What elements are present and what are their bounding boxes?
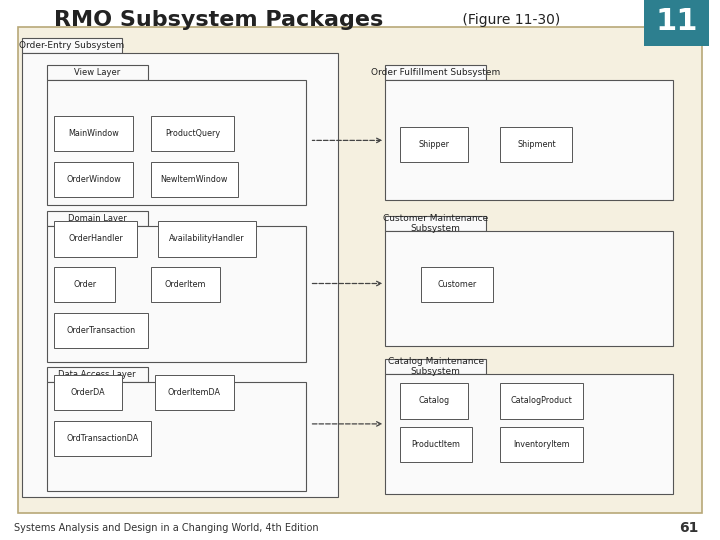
Bar bbox=[54, 313, 148, 348]
Text: Order Fulfillment Subsystem: Order Fulfillment Subsystem bbox=[371, 68, 500, 77]
Bar bbox=[54, 221, 137, 256]
Bar bbox=[158, 221, 256, 256]
Bar bbox=[155, 375, 234, 410]
Text: Systems Analysis and Design in a Changing World, 4th Edition: Systems Analysis and Design in a Changin… bbox=[14, 523, 319, 533]
Bar bbox=[54, 116, 133, 151]
Text: Shipper: Shipper bbox=[418, 140, 449, 149]
Text: RMO Subsystem Packages: RMO Subsystem Packages bbox=[54, 10, 383, 30]
Text: Customer Maintenance
Subsystem: Customer Maintenance Subsystem bbox=[383, 214, 488, 233]
Text: InventoryItem: InventoryItem bbox=[513, 440, 570, 449]
Text: OrderItemDA: OrderItemDA bbox=[168, 388, 221, 397]
Bar bbox=[500, 427, 583, 462]
Bar bbox=[22, 38, 122, 53]
Text: Data Access Layer: Data Access Layer bbox=[58, 370, 136, 379]
Bar bbox=[500, 383, 583, 418]
Bar bbox=[47, 211, 148, 226]
Text: Order: Order bbox=[73, 280, 96, 289]
Text: Catalog: Catalog bbox=[418, 396, 449, 406]
Bar bbox=[385, 231, 673, 346]
Bar bbox=[22, 53, 338, 497]
Bar bbox=[400, 427, 472, 462]
Bar bbox=[151, 162, 238, 197]
Bar bbox=[421, 267, 493, 302]
Text: Domain Layer: Domain Layer bbox=[68, 214, 127, 222]
Text: MainWindow: MainWindow bbox=[68, 129, 119, 138]
Bar bbox=[400, 127, 468, 162]
Text: Customer: Customer bbox=[438, 280, 477, 289]
Text: 61: 61 bbox=[679, 521, 698, 535]
Bar bbox=[400, 383, 468, 418]
Text: OrdTransactionDA: OrdTransactionDA bbox=[66, 434, 139, 443]
Bar bbox=[385, 374, 673, 494]
Bar bbox=[151, 267, 220, 302]
Text: OrderDA: OrderDA bbox=[71, 388, 106, 397]
Text: View Layer: View Layer bbox=[74, 68, 120, 77]
Bar bbox=[47, 65, 148, 80]
Text: Shipment: Shipment bbox=[517, 140, 556, 149]
Bar bbox=[385, 80, 673, 200]
Text: OrderItem: OrderItem bbox=[165, 280, 206, 289]
Bar bbox=[54, 375, 122, 410]
Bar bbox=[54, 267, 115, 302]
Bar bbox=[47, 367, 148, 382]
Bar bbox=[54, 162, 133, 197]
Bar bbox=[47, 80, 306, 205]
Text: OrderHandler: OrderHandler bbox=[68, 234, 123, 244]
Bar bbox=[385, 216, 486, 231]
Text: (Figure 11-30): (Figure 11-30) bbox=[458, 13, 560, 27]
Polygon shape bbox=[644, 0, 709, 46]
Text: Order-Entry Subsystem: Order-Entry Subsystem bbox=[19, 41, 125, 50]
Bar bbox=[385, 359, 486, 374]
Bar bbox=[54, 421, 151, 456]
Text: OrderWindow: OrderWindow bbox=[66, 175, 121, 184]
Bar bbox=[151, 116, 234, 151]
Bar bbox=[385, 65, 486, 80]
Text: ProductQuery: ProductQuery bbox=[165, 129, 220, 138]
Text: Catalog Maintenance
Subsystem: Catalog Maintenance Subsystem bbox=[387, 357, 484, 376]
Text: NewItemWindow: NewItemWindow bbox=[161, 175, 228, 184]
Bar bbox=[47, 382, 306, 491]
Text: ProductItem: ProductItem bbox=[411, 440, 460, 449]
Text: CatalogProduct: CatalogProduct bbox=[511, 396, 572, 406]
Text: OrderTransaction: OrderTransaction bbox=[66, 326, 135, 335]
Bar bbox=[47, 226, 306, 362]
Text: AvailabilityHandler: AvailabilityHandler bbox=[169, 234, 245, 244]
Text: 11: 11 bbox=[655, 7, 698, 36]
Bar bbox=[500, 127, 572, 162]
